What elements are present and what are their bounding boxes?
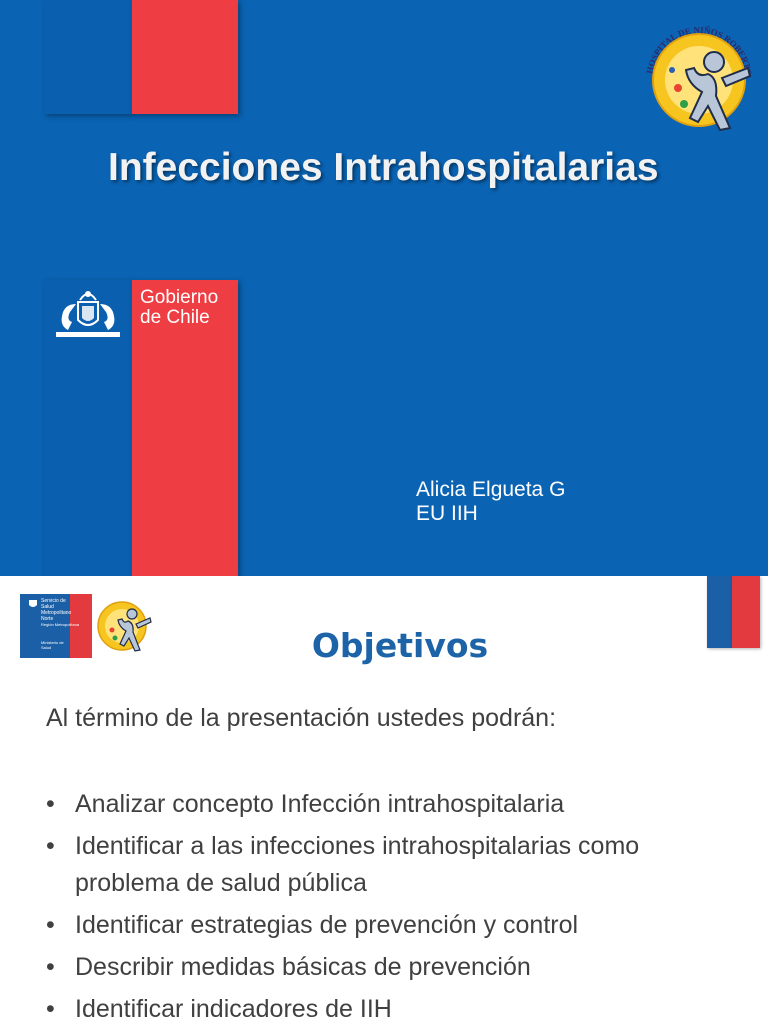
author-block: Alicia Elgueta G EU IIH <box>416 478 565 526</box>
hospital-logo: HOSPITAL DE NIÑOS ROBERTO DEL RIO <box>638 18 754 132</box>
hospital-logo-small <box>97 601 152 652</box>
objectives-slide: Servicio de Salud Metropolitano Norte Re… <box>0 576 768 1024</box>
slide-title: Objetivos <box>311 626 489 665</box>
flag-stripe-red-top <box>132 0 238 114</box>
slide-title: Infecciones Intrahospitalarias <box>108 146 659 189</box>
author-name: Alicia Elgueta G <box>416 478 566 501</box>
list-item: Analizar concepto Infección intrahospita… <box>46 786 725 823</box>
intro-text: Al término de la presentación ustedes po… <box>46 704 557 732</box>
health-service-logo: Servicio de Salud Metropolitano Norte Re… <box>20 594 92 658</box>
coat-of-arms-icon <box>29 600 37 607</box>
list-item: Identificar a las infecciones intrahospi… <box>46 828 725 902</box>
flag-stripe-blue <box>44 280 132 576</box>
flag-stripe-red <box>132 280 238 576</box>
list-item: Identificar estrategias de prevención y … <box>46 907 725 944</box>
flag-stripe-red <box>732 576 760 648</box>
objectives-list: Analizar concepto Infección intrahospita… <box>46 786 725 1024</box>
author-role: EU IIH <box>416 502 478 525</box>
logo-text-service: Servicio de Salud Metropolitano Norte <box>41 598 72 622</box>
logo-text-ministry: Ministerio de Salud <box>41 640 64 650</box>
title-slide: Infecciones Intrahospitalarias Gobierno … <box>0 0 768 576</box>
coat-of-arms-icon <box>56 291 120 337</box>
flag-stripe-blue <box>707 576 732 648</box>
list-item: Describir medidas básicas de prevención <box>46 949 725 986</box>
flag-stripe-blue-top <box>44 0 132 114</box>
government-label: Gobierno de Chile <box>140 287 219 328</box>
logo-text-region: Región Metropolitana <box>41 622 80 627</box>
list-item: Identificar indicadores de IIH <box>46 991 725 1024</box>
